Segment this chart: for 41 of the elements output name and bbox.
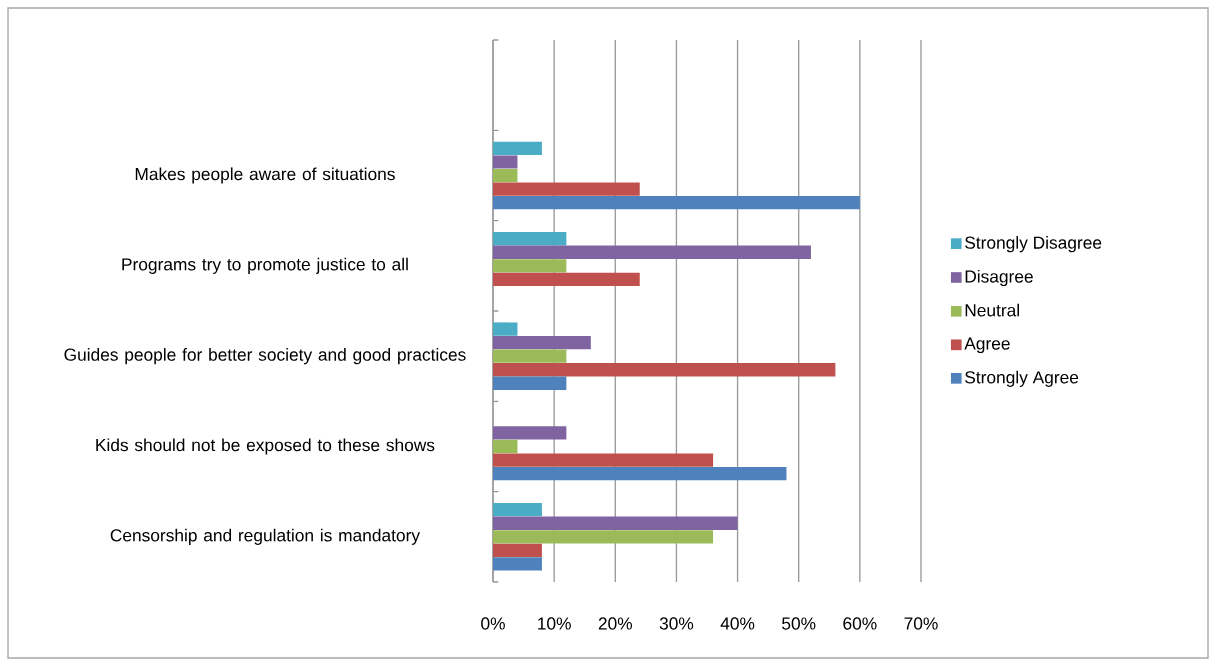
y-tick-label: Guides people for better society and good practices [64,348,466,365]
bar [493,363,836,377]
y-tick-label: Kids should not be exposed to these shows [96,438,435,455]
x-tick-label: 0% [481,617,505,630]
bar [493,466,787,481]
y-tick-label: Programs try to promote justice to all [122,257,408,274]
x-tick-label: 50% [782,617,816,630]
bar [493,232,567,246]
bar [493,195,860,210]
bar [493,349,567,363]
bar [493,516,738,530]
bar [493,245,811,259]
x-tick-label: 10% [538,617,571,630]
bar [493,530,714,544]
x-tick-label: 70% [904,617,938,630]
bar [493,168,518,183]
bar [493,557,542,571]
legend-label: Neutral [965,303,1019,317]
bar [493,335,591,350]
bar [493,155,518,169]
bar [493,426,567,440]
bar [493,376,567,390]
bar [493,272,640,287]
x-tick-label: 60% [843,617,877,630]
bar [493,182,640,196]
bar [493,259,567,273]
bar [493,453,714,467]
bar [493,439,518,454]
y-tick-label: Makes people aware of situations [135,167,395,184]
bar [493,503,542,517]
legend-label: Disagree [965,269,1033,287]
x-tick-label: 40% [720,617,755,630]
legend-label: Agree [964,337,1010,354]
bar [493,141,542,156]
legend-label: Strongly Agree [965,370,1079,387]
bar [493,322,518,336]
y-tick-label: Censorship and regulation is mandatory [110,528,420,545]
x-tick-label: 20% [598,617,633,630]
legend-label: Strongly Disagree [965,236,1102,253]
x-tick-label: 30% [659,617,694,630]
bar [493,543,542,558]
